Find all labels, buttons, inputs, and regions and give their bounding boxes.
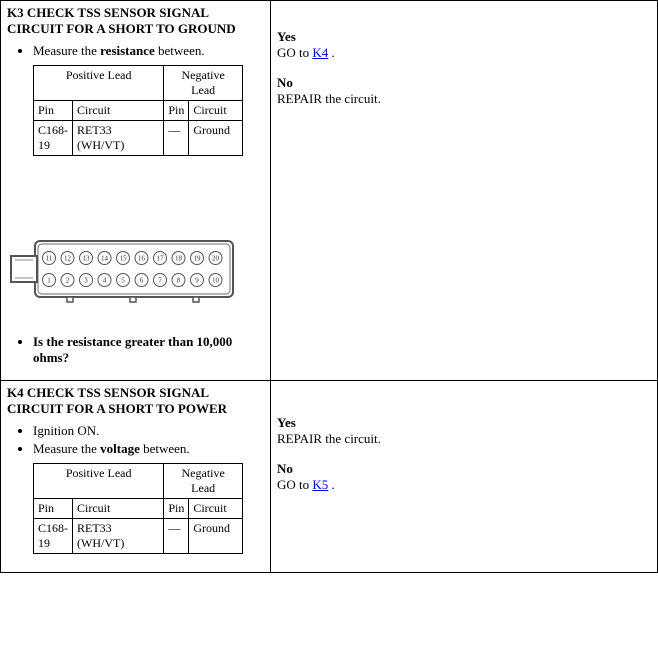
text: between. — [155, 43, 205, 58]
col-pin: Pin — [164, 101, 189, 121]
pos-lead-header: Positive Lead — [34, 464, 164, 499]
no-label: No — [277, 75, 651, 91]
instruction-measure: Measure the voltage between. — [33, 441, 264, 457]
answer-no: No REPAIR the circuit. — [277, 75, 651, 107]
svg-text:10: 10 — [212, 277, 220, 285]
step-row-k4: K4 CHECK TSS SENSOR SIGNAL CIRCUIT FOR A… — [0, 380, 658, 573]
svg-text:19: 19 — [194, 255, 202, 263]
text: Measure the — [33, 441, 100, 456]
svg-text:17: 17 — [157, 255, 165, 263]
pos-pin: C168-19 — [34, 519, 73, 554]
text: between. — [140, 441, 190, 456]
svg-text:6: 6 — [140, 277, 144, 285]
step-left-col: K3 CHECK TSS SENSOR SIGNAL CIRCUIT FOR A… — [1, 1, 271, 380]
lead-table: Positive Lead Negative Lead Pin Circuit … — [33, 65, 243, 156]
text: . — [328, 477, 335, 492]
pos-pin: C168-19 — [34, 121, 73, 156]
step-instructions: Ignition ON. Measure the voltage between… — [7, 423, 264, 457]
goto-link-k5[interactable]: K5 — [312, 477, 328, 492]
answer-no: No GO to K5 . — [277, 461, 651, 493]
step-right-col: Yes GO to K4 . No REPAIR the circuit. — [271, 1, 657, 380]
instruction-ignition: Ignition ON. — [33, 423, 264, 439]
svg-text:11: 11 — [46, 255, 53, 263]
answers: Yes GO to K4 . No REPAIR the circuit. — [277, 29, 651, 107]
neg-circuit: Ground — [189, 519, 243, 554]
no-action: GO to K5 . — [277, 477, 651, 493]
svg-text:12: 12 — [64, 255, 72, 263]
svg-text:5: 5 — [121, 277, 125, 285]
col-pin: Pin — [34, 499, 73, 519]
text: GO to — [277, 45, 312, 60]
step-row-k3: K3 CHECK TSS SENSOR SIGNAL CIRCUIT FOR A… — [0, 0, 658, 380]
svg-text:2: 2 — [66, 277, 70, 285]
yes-label: Yes — [277, 415, 651, 431]
step-question-list: Is the resistance greater than 10,000 oh… — [7, 334, 264, 366]
col-pin: Pin — [34, 101, 73, 121]
step-title: K4 CHECK TSS SENSOR SIGNAL CIRCUIT FOR A… — [7, 385, 264, 417]
yes-action: REPAIR the circuit. — [277, 431, 651, 447]
neg-circuit: Ground — [189, 121, 243, 156]
measure-word: voltage — [100, 441, 140, 456]
step-right-col: Yes REPAIR the circuit. No GO to K5 . — [271, 381, 657, 572]
col-circuit: Circuit — [73, 499, 164, 519]
pos-circuit: RET33 (WH/VT) — [73, 519, 164, 554]
answers: Yes REPAIR the circuit. No GO to K5 . — [277, 415, 651, 493]
svg-text:14: 14 — [101, 255, 109, 263]
svg-text:7: 7 — [158, 277, 162, 285]
measure-word: resistance — [100, 43, 155, 58]
text: . — [328, 45, 335, 60]
svg-text:16: 16 — [138, 255, 146, 263]
text: Measure the — [33, 43, 100, 58]
step-left-col: K4 CHECK TSS SENSOR SIGNAL CIRCUIT FOR A… — [1, 381, 271, 572]
neg-lead-header: Negative Lead — [164, 464, 243, 499]
svg-text:9: 9 — [195, 277, 199, 285]
svg-text:1: 1 — [47, 277, 51, 285]
col-circuit: Circuit — [189, 101, 243, 121]
svg-text:13: 13 — [83, 255, 91, 263]
no-label: No — [277, 461, 651, 477]
svg-text:18: 18 — [175, 255, 183, 263]
svg-text:15: 15 — [120, 255, 128, 263]
neg-pin: — — [164, 519, 189, 554]
no-action: REPAIR the circuit. — [277, 91, 651, 107]
svg-text:4: 4 — [103, 277, 107, 285]
yes-action: GO to K4 . — [277, 45, 651, 61]
col-circuit: Circuit — [189, 499, 243, 519]
answer-yes: Yes GO to K4 . — [277, 29, 651, 61]
pos-circuit: RET33 (WH/VT) — [73, 121, 164, 156]
step-question: Is the resistance greater than 10,000 oh… — [33, 334, 264, 366]
goto-link-k4[interactable]: K4 — [312, 45, 328, 60]
neg-pin: — — [164, 121, 189, 156]
lead-table: Positive Lead Negative Lead Pin Circuit … — [33, 463, 243, 554]
yes-label: Yes — [277, 29, 651, 45]
col-pin: Pin — [164, 499, 189, 519]
step-instructions: Measure the resistance between. — [7, 43, 264, 59]
svg-text:8: 8 — [177, 277, 181, 285]
text: GO to — [277, 477, 312, 492]
connector-diagram: 1112131415161718192012345678910 — [7, 236, 237, 306]
instruction-measure: Measure the resistance between. — [33, 43, 264, 59]
svg-text:20: 20 — [212, 255, 220, 263]
svg-text:3: 3 — [84, 277, 88, 285]
col-circuit: Circuit — [73, 101, 164, 121]
answer-yes: Yes REPAIR the circuit. — [277, 415, 651, 447]
neg-lead-header: Negative Lead — [164, 66, 243, 101]
pos-lead-header: Positive Lead — [34, 66, 164, 101]
step-title: K3 CHECK TSS SENSOR SIGNAL CIRCUIT FOR A… — [7, 5, 264, 37]
